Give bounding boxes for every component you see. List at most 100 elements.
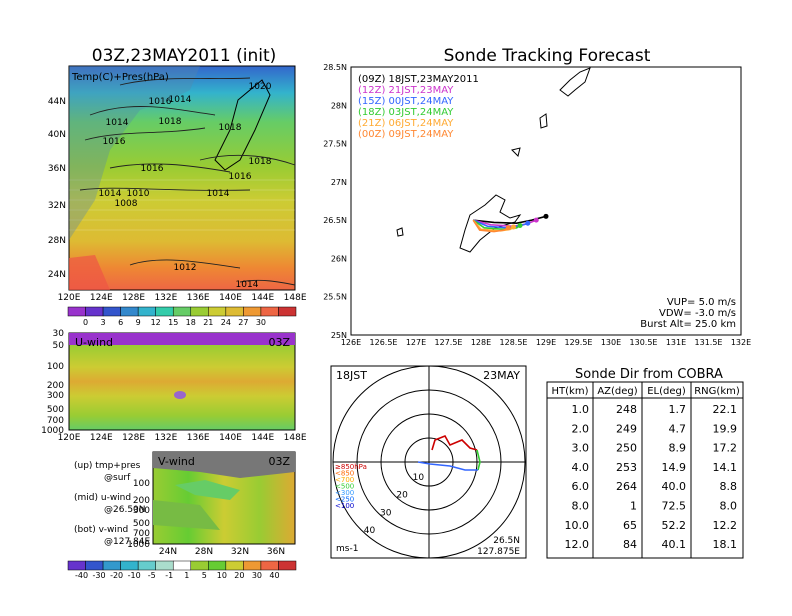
map-lat-tick: 26.5N bbox=[323, 216, 347, 225]
level-legend-entry: ≥850hPa bbox=[335, 463, 367, 471]
uwind-lon-tick: 136E bbox=[187, 433, 210, 443]
wind-colorbar-cell bbox=[120, 560, 139, 571]
vwind-level-tick: 700 bbox=[133, 529, 150, 539]
temp-colorbar-tick: 24 bbox=[221, 318, 231, 327]
table-cell: 249 bbox=[616, 422, 637, 435]
map-lat-tick: 26N bbox=[331, 254, 347, 263]
level-legend-entry: <250 bbox=[335, 496, 354, 504]
table-cell: 8.0 bbox=[720, 500, 738, 513]
uwind-level-tick: 300 bbox=[47, 391, 64, 401]
uwind-lon-tick: 132E bbox=[154, 433, 177, 443]
vwind-time: 03Z bbox=[268, 455, 290, 468]
table-cell: 14.1 bbox=[713, 461, 738, 474]
table-cell: 250 bbox=[616, 442, 637, 455]
map-lon-tick: 128E bbox=[471, 338, 491, 347]
map-lon-tick: 128.5E bbox=[500, 338, 528, 347]
wind-colorbar-cell bbox=[137, 560, 156, 571]
wind-colorbar-cell bbox=[155, 560, 174, 571]
table-header: RNG(km) bbox=[694, 386, 740, 397]
vwind-level-tick: 200 bbox=[133, 496, 150, 506]
table-cell: 17.2 bbox=[713, 442, 738, 455]
temp-colorbar-tick: 15 bbox=[168, 318, 178, 327]
table-cell: 52.2 bbox=[662, 519, 687, 532]
wind-colorbar bbox=[67, 560, 297, 571]
table-cell: 264 bbox=[616, 480, 637, 493]
table-cell: 84 bbox=[623, 538, 637, 551]
legend-line-3: (mid) u-wind bbox=[74, 493, 131, 503]
temp-colorbar-tick: 30 bbox=[256, 318, 266, 327]
legend-notes: (up) tmp+pres @surf (mid) u-wind @26.50N… bbox=[74, 461, 150, 547]
wind-colorbar-cell bbox=[278, 560, 297, 571]
uwind-level-tick: 50 bbox=[53, 341, 65, 351]
wind-colorbar-cell bbox=[102, 560, 121, 571]
polar-unit: ms-1 bbox=[336, 544, 358, 554]
weather-lon-tick: 120E bbox=[58, 293, 81, 303]
pressure-label: 1008 bbox=[115, 199, 138, 209]
pressure-label: 1016 bbox=[103, 137, 126, 147]
map-lon-tick: 130E bbox=[601, 338, 621, 347]
uwind-level-tick: 700 bbox=[47, 416, 64, 426]
temp-colorbar-tick: 3 bbox=[101, 318, 106, 327]
wind-colorbar-tick: -1 bbox=[165, 571, 173, 580]
ring-label: 10 bbox=[413, 473, 425, 483]
table-cell: 4.0 bbox=[572, 461, 590, 474]
pressure-label: 1020 bbox=[249, 82, 272, 92]
table-cell: 65 bbox=[623, 519, 637, 532]
legend-line-4: @26.50N bbox=[104, 505, 146, 515]
table-cell: 1.7 bbox=[669, 403, 687, 416]
map-legend-entry: (09Z) 18JST,23MAY2011 bbox=[358, 74, 479, 85]
vwind-lat-tick: 28N bbox=[195, 547, 213, 557]
uwind-lon-tick: 120E bbox=[58, 433, 81, 443]
map-legend-entry: (00Z) 09JST,24MAY bbox=[358, 129, 454, 140]
table-cell: 8.0 bbox=[572, 500, 590, 513]
wind-colorbar-tick: -10 bbox=[128, 571, 141, 580]
weather-label: Temp(C)+Pres(hPa) bbox=[71, 72, 169, 83]
table-cell: 4.7 bbox=[669, 422, 687, 435]
pressure-label: 1014 bbox=[207, 189, 230, 199]
table-cell: 19.9 bbox=[713, 422, 738, 435]
vwind-panel: V-wind 03Z bbox=[152, 451, 296, 545]
weather-lat-tick: 40N bbox=[48, 130, 66, 140]
weather-lat-tick: 44N bbox=[48, 97, 66, 107]
pressure-label: 1016 bbox=[141, 164, 164, 174]
uwind-lon-tick: 124E bbox=[90, 433, 113, 443]
table-cell: 1.0 bbox=[572, 403, 590, 416]
table-cell: 253 bbox=[616, 461, 637, 474]
table-cell: 22.1 bbox=[713, 403, 738, 416]
table-cell: 72.5 bbox=[662, 500, 687, 513]
temp-colorbar-cell bbox=[120, 306, 139, 317]
pressure-label: 1016 bbox=[229, 172, 252, 182]
sonde-table: HT(km) AZ(deg) EL(deg) RNG(km) 1.0 248 1.7 22.1… bbox=[546, 381, 744, 559]
track-end-point bbox=[533, 217, 539, 223]
weather-lon-tick: 124E bbox=[90, 293, 113, 303]
map-lon-tick: 129E bbox=[536, 338, 556, 347]
temp-colorbar-cell bbox=[208, 306, 227, 317]
map-lon-tick: 126.5E bbox=[370, 338, 398, 347]
map-legend-entry: (15Z) 00JST,24MAY bbox=[358, 96, 454, 107]
table-cell: 10.0 bbox=[565, 519, 590, 532]
level-legend-entry: <500 bbox=[335, 483, 354, 491]
level-legend-entry: <100 bbox=[335, 502, 354, 510]
map-lon-tick: 127.5E bbox=[435, 338, 463, 347]
weather-lat-tick: 28N bbox=[48, 236, 66, 246]
map-legend-entry: (21Z) 06JST,24MAY bbox=[358, 118, 454, 129]
pressure-label: 1016 bbox=[149, 97, 172, 107]
temp-colorbar-cell bbox=[155, 306, 174, 317]
wind-colorbar-tick: 1 bbox=[184, 571, 189, 580]
table-cell: 1 bbox=[630, 500, 637, 513]
vwind-level-tick: 500 bbox=[133, 519, 150, 529]
uwind-panel: U-wind 03Z bbox=[68, 332, 296, 431]
table-cell: 40.1 bbox=[662, 538, 687, 551]
vup-text: VUP= 5.0 m/s bbox=[667, 297, 736, 308]
vwind-level-tick: 1000 bbox=[127, 540, 150, 550]
ring-label: 30 bbox=[380, 508, 392, 518]
wind-colorbar-tick: 5 bbox=[202, 571, 207, 580]
forecast-map bbox=[350, 66, 742, 336]
track-line bbox=[472, 219, 509, 233]
wind-colorbar-cell bbox=[67, 560, 86, 571]
vdw-text: VDW= -3.0 m/s bbox=[659, 308, 736, 319]
wind-colorbar-cell bbox=[225, 560, 244, 571]
map-lat-tick: 25N bbox=[331, 331, 347, 340]
legend-line-5: (bot) v-wind bbox=[74, 525, 128, 535]
